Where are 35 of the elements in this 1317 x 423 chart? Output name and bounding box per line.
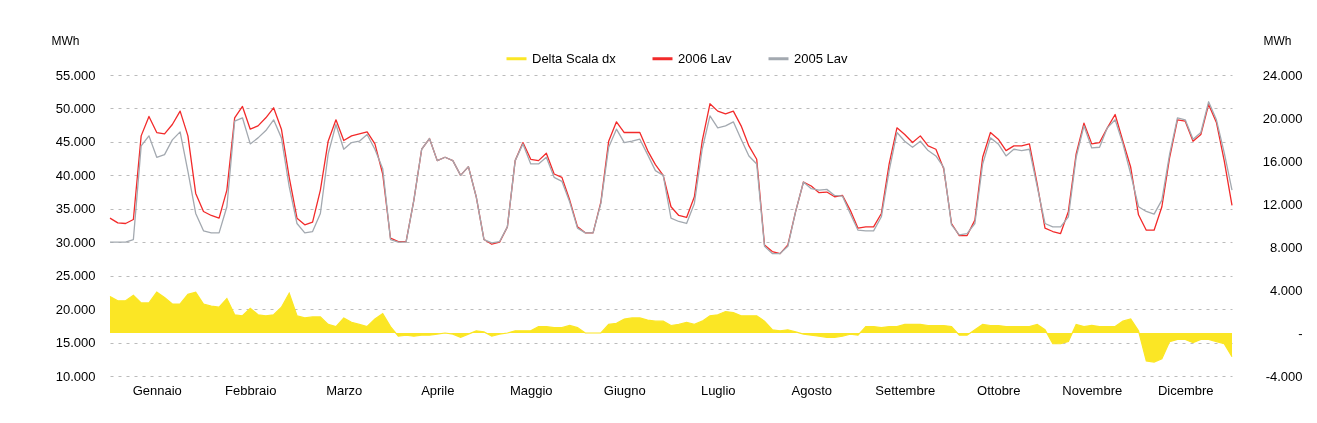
y2-tick-label: 16.000: [1262, 153, 1303, 169]
y-axis-title: MWh: [51, 33, 80, 48]
x-tick-label: Marzo: [326, 382, 363, 398]
x-tick-label: Febbraio: [225, 382, 277, 398]
y2-tick-label: 8.000: [1269, 239, 1303, 255]
legend-label: 2005 Lav: [794, 50, 848, 66]
x-tick-label: Dicembre: [1157, 382, 1214, 398]
x-tick-label: Giugno: [603, 382, 646, 398]
y2-tick-label: 24.000: [1262, 67, 1303, 83]
y2-tick-label: 12.000: [1262, 196, 1303, 212]
y-tick-label: 20.000: [55, 301, 96, 317]
y-tick-label: 25.000: [55, 268, 96, 284]
x-tick-label: Novembre: [1062, 382, 1123, 398]
y2-tick-label: -: [1298, 325, 1303, 341]
y-tick-label: 10.000: [55, 368, 96, 384]
y-tick-label: 15.000: [55, 335, 96, 351]
y2-tick-label: 4.000: [1269, 282, 1303, 298]
x-tick-label: Agosto: [791, 382, 832, 398]
y-tick-label: 40.000: [55, 167, 96, 183]
legend-label: Delta Scala dx: [532, 50, 617, 66]
x-tick-label: Gennaio: [132, 382, 182, 398]
x-tick-label: Settembre: [875, 382, 936, 398]
x-tick-label: Ottobre: [977, 382, 1021, 398]
y-tick-label: 35.000: [55, 201, 96, 217]
y2-axis-title: MWh: [1263, 33, 1292, 48]
y-tick-label: 50.000: [55, 100, 96, 116]
x-tick-label: Aprile: [421, 382, 455, 398]
y2-tick-label: 20.000: [1262, 110, 1303, 126]
y-tick-label: 30.000: [55, 234, 96, 250]
x-tick-label: Luglio: [700, 382, 736, 398]
legend-label: 2006 Lav: [678, 50, 732, 66]
x-tick-label: Maggio: [509, 382, 553, 398]
y-tick-label: 55.000: [55, 67, 96, 83]
y-tick-label: 45.000: [55, 134, 96, 150]
y2-tick-label: -4.000: [1265, 368, 1303, 384]
